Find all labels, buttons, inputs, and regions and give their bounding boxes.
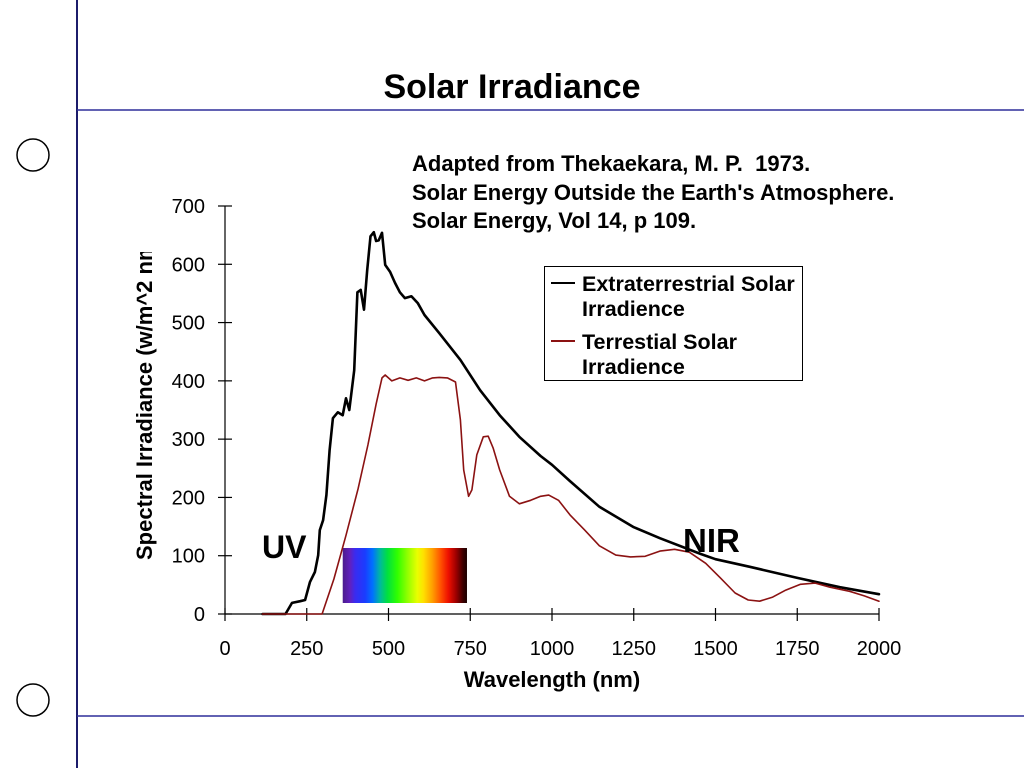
legend-swatch-terrestrial	[551, 340, 575, 342]
x-tick-label: 2000	[857, 638, 902, 660]
legend-label-extraterrestrial: Extraterrestrial Solar Irradience	[582, 271, 795, 321]
y-tick-label: 100	[172, 546, 205, 568]
citation-line: Solar Energy, Vol 14, p 109.	[412, 208, 697, 233]
slide-title: Solar Irradiance	[383, 68, 641, 106]
x-axis-label: Wavelength (nm)	[463, 667, 641, 692]
x-tick-label: 500	[372, 638, 405, 660]
binder-hole-bottom	[16, 683, 50, 717]
y-axis-label: Spectral Irradiance (w/m^2 nm	[132, 241, 157, 560]
terrestrial-irradiance-line	[261, 374, 880, 615]
citation: Adapted from Thekaekara, M. P. 1973. Sol…	[412, 150, 894, 236]
x-tick-label: 1500	[693, 638, 738, 660]
citation-line: Adapted from Thekaekara, M. P. 1973.	[412, 151, 811, 176]
legend: Extraterrestrial Solar Irradience Terres…	[544, 266, 803, 381]
citation-line: Solar Energy Outside the Earth's Atmosph…	[412, 179, 895, 205]
axis-ticks: 0 250 500 750 1000 1250 1500 1750 2000 0 100 200 300…	[172, 196, 902, 660]
y-tick-label: 0	[194, 604, 205, 626]
y-tick-label: 400	[172, 371, 205, 393]
legend-label-terrestrial: Terrestial Solar Irradience	[582, 329, 737, 379]
y-tick-label: 700	[172, 196, 205, 218]
y-tick-label: 600	[172, 254, 205, 276]
binder-hole-top	[16, 138, 50, 172]
x-tick-label: 250	[290, 638, 323, 660]
y-tick-label: 500	[172, 313, 205, 335]
x-tick-label: 1000	[530, 638, 575, 660]
y-axis-label-clip: Spectral Irradiance (w/m^2 nm	[132, 241, 157, 560]
x-tick-label: 1750	[775, 638, 820, 660]
nir-annotation: NIR	[683, 522, 740, 559]
legend-swatch-extraterrestrial	[551, 281, 575, 285]
x-tick-label: 1250	[612, 638, 657, 660]
x-tick-label: 0	[219, 638, 230, 660]
y-tick-label: 300	[172, 429, 205, 451]
y-tick-label: 200	[172, 487, 205, 509]
visible-spectrum-band	[342, 548, 467, 603]
uv-annotation: UV	[262, 529, 307, 565]
x-tick-label: 750	[454, 638, 487, 660]
extraterrestrial-irradiance-line	[261, 230, 881, 616]
